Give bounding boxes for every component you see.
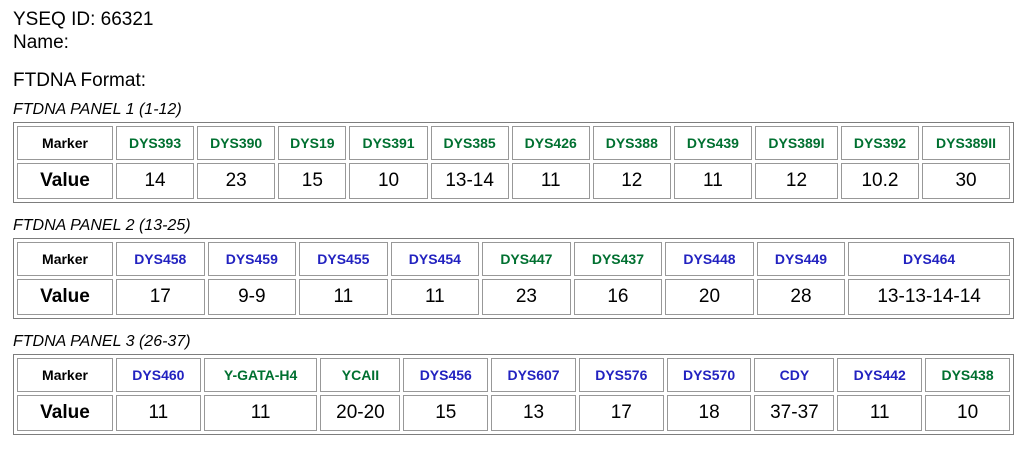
marker-value-cell: 17 — [116, 279, 205, 315]
marker-value-cell: 11 — [673, 163, 752, 199]
marker-value-cell: 15 — [403, 395, 489, 431]
marker-name-cell: DYS570 — [666, 358, 752, 392]
marker-name-cell: DYS455 — [299, 242, 388, 276]
marker-name-cell: DYS389II — [922, 126, 1010, 160]
marker-name-row: Marker DYS458 DYS459 DYS455 DYS454 DYS447 DYS4… — [17, 242, 1010, 276]
marker-value-cell: 28 — [756, 279, 846, 315]
marker-value-cell: 23 — [197, 163, 276, 199]
marker-name-cell: DYS442 — [837, 358, 923, 392]
marker-name-cell: DYS385 — [430, 126, 509, 160]
marker-value-cell: 13 — [491, 395, 576, 431]
marker-value-cell: 13-14 — [430, 163, 509, 199]
marker-value-cell: 20 — [665, 279, 754, 315]
panel-3-section: FTDNA PANEL 3 (26-37) Marker DYS460 Y-GATA… — [13, 333, 1014, 435]
marker-value-cell: 16 — [573, 279, 663, 315]
marker-name-cell: YCAII — [320, 358, 401, 392]
marker-value-cell: 11 — [299, 279, 388, 315]
marker-value-cell: 30 — [922, 163, 1010, 199]
marker-value-cell: 15 — [278, 163, 347, 199]
marker-value-cell: 17 — [578, 395, 664, 431]
marker-name-cell: DYS393 — [116, 126, 195, 160]
panel-2-table: Marker DYS458 DYS459 DYS455 DYS454 DYS447 DYS4… — [13, 238, 1014, 319]
marker-row-label: Marker — [17, 242, 113, 276]
panel-1-section: FTDNA PANEL 1 (1-12) Marker DYS393 DYS390 D… — [13, 101, 1014, 203]
marker-name-cell: DYS447 — [482, 242, 571, 276]
marker-value-cell: 14 — [116, 163, 195, 199]
results-page: YSEQ ID: 66321 Name: FTDNA Format: FTDNA… — [13, 9, 1014, 435]
marker-name-cell: DYS459 — [207, 242, 297, 276]
panel-2-caption: FTDNA PANEL 2 (13-25) — [13, 217, 191, 234]
marker-value-row: Value 11 11 20-20 15 13 17 18 37-37 11 10 — [17, 395, 1010, 431]
marker-name-cell: DYS576 — [578, 358, 664, 392]
marker-value-cell: 11 — [511, 163, 590, 199]
yseq-id-line: YSEQ ID: 66321 — [13, 9, 154, 30]
marker-row-label: Marker — [17, 358, 113, 392]
marker-name-cell: DYS460 — [116, 358, 201, 392]
marker-value-cell: 10.2 — [840, 163, 920, 199]
value-row-label: Value — [17, 163, 113, 199]
marker-name-cell: DYS390 — [197, 126, 276, 160]
marker-name-cell: DYS449 — [756, 242, 846, 276]
marker-value-cell: 10 — [349, 163, 428, 199]
marker-name-cell: DYS448 — [665, 242, 754, 276]
marker-name-row: Marker DYS393 DYS390 DYS19 DYS391 DYS385 DYS42… — [17, 126, 1010, 160]
marker-value-cell: 11 — [390, 279, 480, 315]
name-line: Name: — [13, 32, 69, 53]
marker-name-cell: DYS389I — [754, 126, 838, 160]
panel-1-caption: FTDNA PANEL 1 (1-12) — [13, 101, 182, 118]
value-row-label: Value — [17, 279, 113, 315]
marker-name-cell: DYS438 — [925, 358, 1010, 392]
panel-3-caption: FTDNA PANEL 3 (26-37) — [13, 333, 191, 350]
marker-value-cell: 12 — [592, 163, 671, 199]
marker-value-cell: 11 — [116, 395, 201, 431]
marker-name-cell: DYS391 — [349, 126, 428, 160]
marker-value-cell: 37-37 — [754, 395, 835, 431]
marker-name-cell: DYS437 — [573, 242, 663, 276]
marker-name-cell: DYS458 — [116, 242, 205, 276]
marker-name-cell: DYS19 — [278, 126, 347, 160]
marker-value-cell: 12 — [754, 163, 838, 199]
marker-value-cell: 23 — [482, 279, 571, 315]
marker-value-cell: 9-9 — [207, 279, 297, 315]
marker-name-cell: DYS454 — [390, 242, 480, 276]
marker-value-cell: 11 — [837, 395, 923, 431]
marker-name-cell: DYS607 — [491, 358, 576, 392]
marker-value-cell: 18 — [666, 395, 752, 431]
marker-name-cell: CDY — [754, 358, 835, 392]
marker-name-cell: DYS456 — [403, 358, 489, 392]
marker-name-cell: DYS388 — [592, 126, 671, 160]
marker-value-cell: 13-13-14-14 — [848, 279, 1010, 315]
marker-name-cell: DYS464 — [848, 242, 1010, 276]
marker-value-cell: 10 — [925, 395, 1010, 431]
marker-name-cell: DYS426 — [511, 126, 590, 160]
marker-name-cell: DYS439 — [673, 126, 752, 160]
marker-name-row: Marker DYS460 Y-GATA-H4 YCAII DYS456 DYS607 DY… — [17, 358, 1010, 392]
value-row-label: Value — [17, 395, 113, 431]
marker-value-cell: 11 — [203, 395, 318, 431]
marker-value-row: Value 14 23 15 10 13-14 11 12 11 12 10.2 30 — [17, 163, 1010, 199]
panel-2-section: FTDNA PANEL 2 (13-25) Marker DYS458 DYS459… — [13, 217, 1014, 319]
marker-name-cell: DYS392 — [840, 126, 920, 160]
ftdna-format-heading: FTDNA Format: — [13, 70, 147, 91]
marker-value-cell: 20-20 — [320, 395, 401, 431]
panel-3-table: Marker DYS460 Y-GATA-H4 YCAII DYS456 DYS607 DY… — [13, 354, 1014, 435]
panel-1-table: Marker DYS393 DYS390 DYS19 DYS391 DYS385 DYS42… — [13, 122, 1014, 203]
marker-row-label: Marker — [17, 126, 113, 160]
marker-name-cell: Y-GATA-H4 — [203, 358, 318, 392]
marker-value-row: Value 17 9-9 11 11 23 16 20 28 13-13-14-14 — [17, 279, 1010, 315]
